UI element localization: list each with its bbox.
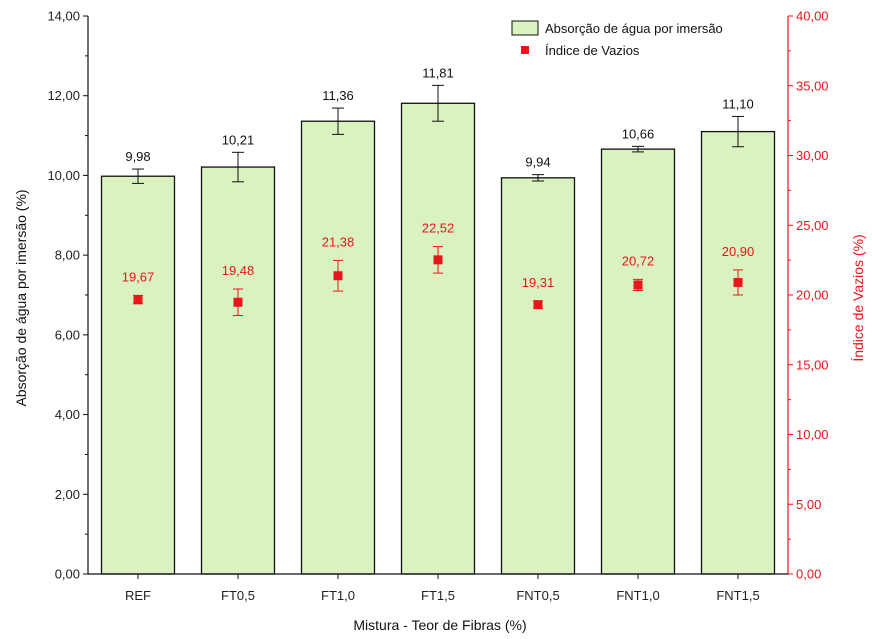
bar-absorcao [600,148,676,575]
point-data-label: 22,52 [422,221,455,236]
y2-axis-title: Índice de Vazios (%) [850,234,866,361]
y2-tick-label: 30,00 [796,148,829,163]
point-indice-vazios [133,295,143,305]
plot-area: 9,98 10,21 11,36 11,81 9,94 10,66 11,10 19,67 19… [47,9,828,604]
bar-absorcao [500,177,576,575]
point-data-label: 21,38 [322,234,355,249]
x-tick-label: REF [125,588,151,603]
y2-tick-label: 40,00 [796,9,829,24]
point-indice-vazios [233,297,243,307]
x-tick-label: FNT1,0 [616,588,659,603]
point-indice-vazios [433,255,443,265]
y-tick-label: 10,00 [47,168,80,183]
y-axis-title: Absorção de água por imersão (%) [13,189,29,406]
point-data-label: 19,48 [222,263,255,278]
y-tick-label: 0,00 [55,567,80,582]
point-data-label: 20,72 [622,253,655,268]
x-tick-label: FNT0,5 [516,588,559,603]
x-tick-label: FT0,5 [221,588,255,603]
bar-data-label: 9,94 [525,155,550,170]
point-data-label: 19,67 [122,269,155,284]
bar-absorcao [300,120,376,575]
legend: Absorção de água por imersão Índice de V… [511,20,723,58]
y2-tick-label: 0,00 [796,567,821,582]
bar-absorcao [700,130,776,575]
y2-tick-label: 20,00 [796,288,829,303]
y-tick-label: 12,00 [47,88,80,103]
legend-bar-swatch [511,20,539,36]
bar-data-label: 10,66 [622,126,655,141]
y2-tick-label: 5,00 [796,497,821,512]
legend-entry-indice: Índice de Vazios [545,43,640,58]
bar-data-label: 11,81 [422,65,454,80]
y-tick-label: 6,00 [55,327,80,342]
point-data-label: 19,31 [522,275,555,290]
bar-data-label: 9,98 [125,149,150,164]
bar-absorcao [100,175,176,575]
y-tick-label: 2,00 [55,487,80,502]
point-indice-vazios [533,300,543,310]
y-tick-label: 4,00 [55,407,80,422]
x-axis-title: Mistura - Teor de Fibras (%) [353,617,526,633]
point-indice-vazios [333,271,343,281]
point-indice-vazios [633,280,643,290]
y2-tick-label: 15,00 [796,357,829,372]
y-tick-label: 14,00 [47,9,80,24]
legend-entry-absorcao: Absorção de água por imersão [545,21,723,36]
bar-data-label: 10,21 [222,132,255,147]
bar-absorcao [400,102,476,575]
bar-data-label: 11,10 [722,96,754,111]
y2-tick-label: 25,00 [796,218,829,233]
x-tick-label: FNT1,5 [716,588,759,603]
point-indice-vazios [733,277,743,287]
x-tick-label: FT1,0 [321,588,355,603]
bar-data-label: 11,36 [322,88,354,103]
y-tick-label: 8,00 [55,248,80,263]
legend-point-swatch [521,46,529,54]
x-tick-label: FT1,5 [421,588,455,603]
point-data-label: 20,90 [722,244,755,259]
bar-absorcao [200,166,276,575]
y2-tick-label: 10,00 [796,427,829,442]
y2-tick-label: 35,00 [796,78,829,93]
